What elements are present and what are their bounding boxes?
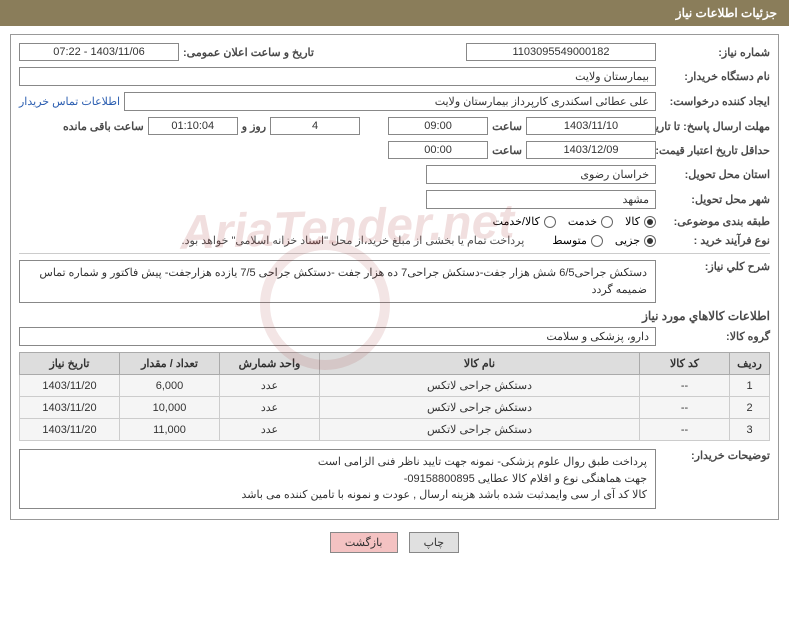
price-validity-date: 1403/12/09 — [526, 141, 656, 159]
actions-row: چاپ بازگشت — [0, 528, 789, 557]
radio-goods[interactable]: کالا — [625, 215, 656, 228]
table-cell: 3 — [730, 419, 770, 441]
table-cell: دستکش جراحی لاتکس — [320, 419, 640, 441]
general-desc-text: دستکش جراحی6/5 شش هزار جفت-دستکش جراحی7 … — [19, 260, 656, 303]
table-cell: 1403/11/20 — [20, 419, 120, 441]
table-cell: عدد — [220, 419, 320, 441]
table-cell: عدد — [220, 375, 320, 397]
general-desc-label: شرح کلي نیاز: — [660, 260, 770, 273]
table-cell: 6,000 — [120, 375, 220, 397]
delivery-city-value: مشهد — [426, 190, 656, 209]
table-cell: دستکش جراحی لاتکس — [320, 375, 640, 397]
radio-icon — [591, 235, 603, 247]
goods-table: ردیف کد کالا نام کالا واحد شمارش تعداد /… — [19, 352, 770, 441]
need-number-value: 1103095549000182 — [466, 43, 656, 61]
time-label-1: ساعت — [492, 120, 522, 133]
table-cell: 1403/11/20 — [20, 397, 120, 419]
need-number-label: شماره نیاز: — [660, 46, 770, 59]
table-row: 1--دستکش جراحی لاتکسعدد6,0001403/11/20 — [20, 375, 770, 397]
buyer-notes-label: توضیحات خریدار: — [660, 449, 770, 462]
radio-service[interactable]: خدمت — [568, 215, 613, 228]
response-deadline-time: 09:00 — [388, 117, 488, 135]
table-cell: 1 — [730, 375, 770, 397]
buyer-note-line: کالا کد آی ار سی وایمدثبت شده باشد هزینه… — [28, 487, 647, 504]
table-row: 3--دستکش جراحی لاتکسعدد11,0001403/11/20 — [20, 419, 770, 441]
radio-medium[interactable]: متوسط — [552, 234, 603, 247]
subject-category-label: طبقه بندی موضوعی: — [660, 215, 770, 228]
buyer-note-line: پرداخت طبق روال علوم پزشکی- نمونه جهت تا… — [28, 454, 647, 471]
radio-goods-service[interactable]: کالا/خدمت — [493, 215, 556, 228]
remaining-time: 01:10:04 — [148, 117, 238, 135]
response-deadline-date: 1403/11/10 — [526, 117, 656, 135]
th-name: نام کالا — [320, 353, 640, 375]
table-cell: -- — [640, 419, 730, 441]
table-cell: عدد — [220, 397, 320, 419]
divider — [19, 253, 770, 254]
print-button[interactable]: چاپ — [409, 532, 460, 553]
table-cell: دستکش جراحی لاتکس — [320, 397, 640, 419]
announce-date-value: 1403/11/06 - 07:22 — [19, 43, 179, 61]
delivery-province-label: استان محل تحویل: — [660, 168, 770, 181]
table-cell: 11,000 — [120, 419, 220, 441]
radio-icon — [644, 216, 656, 228]
contact-buyer-link[interactable]: اطلاعات تماس خریدار — [19, 95, 120, 108]
purchase-type-group: جزیی متوسط — [552, 234, 656, 247]
time-label-2: ساعت — [492, 144, 522, 157]
buyer-org-label: نام دستگاه خریدار: — [660, 70, 770, 83]
table-row: 2--دستکش جراحی لاتکسعدد10,0001403/11/20 — [20, 397, 770, 419]
purchase-type-note: پرداخت تمام یا بخشی از مبلغ خرید،از محل … — [182, 234, 525, 247]
table-cell: -- — [640, 397, 730, 419]
buyer-notes-box: پرداخت طبق روال علوم پزشکی- نمونه جهت تا… — [19, 449, 656, 509]
subject-category-group: کالا خدمت کالا/خدمت — [493, 215, 656, 228]
main-form: شماره نیاز: 1103095549000182 تاریخ و ساع… — [10, 34, 779, 520]
radio-partial[interactable]: جزیی — [615, 234, 656, 247]
radio-icon — [601, 216, 613, 228]
remaining-suffix: ساعت باقی مانده — [63, 120, 144, 133]
response-deadline-label: مهلت ارسال پاسخ: تا تاریخ: — [660, 120, 770, 133]
table-cell: 1403/11/20 — [20, 375, 120, 397]
table-cell: -- — [640, 375, 730, 397]
price-validity-time: 00:00 — [388, 141, 488, 159]
page-header: جزئیات اطلاعات نیاز — [0, 0, 789, 26]
buyer-org-value: بیمارستان ولایت — [19, 67, 656, 86]
th-row: ردیف — [730, 353, 770, 375]
th-qty: تعداد / مقدار — [120, 353, 220, 375]
goods-section-title: اطلاعات کالاهاي مورد نیاز — [19, 309, 770, 323]
remaining-days: 4 — [270, 117, 360, 135]
th-unit: واحد شمارش — [220, 353, 320, 375]
remaining-days-label: روز و — [242, 120, 266, 133]
purchase-type-label: نوع فرآیند خرید : — [660, 234, 770, 247]
delivery-city-label: شهر محل تحویل: — [660, 193, 770, 206]
back-button[interactable]: بازگشت — [330, 532, 398, 553]
delivery-province-value: خراسان رضوی — [426, 165, 656, 184]
goods-group-label: گروه کالا: — [660, 330, 770, 343]
th-code: کد کالا — [640, 353, 730, 375]
goods-group-value: دارو، پزشکی و سلامت — [19, 327, 656, 346]
requester-value: علی عطائی اسکندری کارپرداز بیمارستان ولا… — [124, 92, 656, 111]
buyer-note-line: جهت هماهنگی نوع و اقلام کالا عطایی 09158… — [28, 471, 647, 488]
announce-date-label: تاریخ و ساعت اعلان عمومی: — [183, 46, 314, 59]
requester-label: ایجاد کننده درخواست: — [660, 95, 770, 108]
th-date: تاریخ نیاز — [20, 353, 120, 375]
radio-icon — [644, 235, 656, 247]
table-cell: 2 — [730, 397, 770, 419]
table-cell: 10,000 — [120, 397, 220, 419]
price-validity-label: حداقل تاریخ اعتبار قیمت: تا تاریخ: — [660, 144, 770, 157]
radio-icon — [544, 216, 556, 228]
page-title: جزئیات اطلاعات نیاز — [676, 6, 777, 20]
